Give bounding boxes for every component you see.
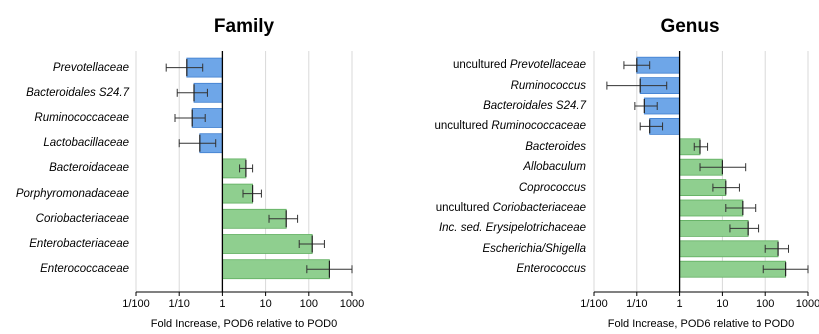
category-name: Coriobacteriaceae <box>35 212 129 225</box>
category-name: Coprococcus <box>518 181 586 194</box>
category-name: Bacteroidaceae <box>49 162 129 175</box>
category-label: Ruminococcus <box>386 79 586 93</box>
category-label: Coriobacteriaceae <box>0 212 129 226</box>
x-tick-label: 1/10 <box>168 298 190 310</box>
category-label: Bacteroidaceae <box>0 161 129 175</box>
x-axis-label: Fold Increase, POD6 relative to POD0 <box>607 318 795 330</box>
category-name: Bacteroidales S24.7 <box>483 100 586 112</box>
category-label: Escherichia/Shigella <box>386 242 586 256</box>
x-tick-label: 10 <box>716 298 729 310</box>
category-prefix: uncultured <box>453 59 510 72</box>
category-label: Enterococcus <box>386 262 586 276</box>
category-label: Inc. sed. Erysipelotrichaceae <box>386 221 586 235</box>
category-label: Lactobacillaceae <box>0 136 129 150</box>
x-tick-label: 100 <box>299 298 318 310</box>
category-name: Prevotellaceae <box>52 61 129 74</box>
category-prefix: uncultured <box>435 202 493 214</box>
category-name: Ruminococcaceae <box>491 120 586 133</box>
category-prefix: uncultured <box>434 120 492 133</box>
category-label: Enterobacteriaceae <box>0 237 129 251</box>
chart-title: Family <box>213 16 275 37</box>
x-axis-label: Fold Increase, POD6 relative to POD0 <box>150 318 338 330</box>
x-tick-label: 1 <box>219 298 226 310</box>
category-name: Porphyromonadaceae <box>15 187 129 200</box>
x-tick-label: 1/100 <box>122 298 150 310</box>
category-label: Prevotellaceae <box>0 61 129 75</box>
category-label: uncultured Ruminococcaceae <box>386 119 586 133</box>
category-name: Lactobacillaceae <box>43 137 129 150</box>
category-name: Enterobacteriaceae <box>29 238 129 250</box>
category-name: Bacteroidales S24.7 <box>26 86 129 99</box>
x-tick-label: 100 <box>756 298 775 310</box>
category-name: Bacteroides <box>525 140 586 153</box>
x-tick-label: 1 <box>676 298 683 310</box>
category-name: Ruminococcaceae <box>34 112 129 124</box>
category-label: Enterococcaceae <box>0 262 129 276</box>
category-label: Bacteroidales S24.7 <box>0 86 129 100</box>
x-tick-label: 1000 <box>339 298 365 310</box>
category-label: Bacteroides <box>386 140 586 154</box>
category-name: Coriobacteriaceae <box>492 202 586 214</box>
category-label: Allobaculum <box>386 160 586 174</box>
category-label: uncultured Prevotellaceae <box>386 58 586 72</box>
x-tick-label: 10 <box>259 298 272 310</box>
bar <box>679 240 779 258</box>
category-label: Ruminococcaceae <box>0 111 129 125</box>
category-name: Prevotellaceae <box>509 59 586 72</box>
category-name: Inc. sed. Erysipelotrichaceae <box>438 222 586 235</box>
x-tick-label: 1000 <box>795 298 819 310</box>
category-label: uncultured Coriobacteriaceae <box>386 201 586 215</box>
category-label: Coprococcus <box>386 181 586 195</box>
x-tick-label: 1/100 <box>580 298 608 310</box>
category-name: Escherichia/Shigella <box>482 242 586 255</box>
chart-title: Genus <box>660 16 720 37</box>
category-name: Enterococcus <box>516 263 586 276</box>
category-name: Enterococcaceae <box>40 263 129 276</box>
category-name: Ruminococcus <box>510 79 586 92</box>
x-tick-label: 1/10 <box>626 298 648 310</box>
category-label: Bacteroidales S24.7 <box>386 99 586 113</box>
category-label: Porphyromonadaceae <box>0 187 129 201</box>
category-name: Allobaculum <box>523 161 586 174</box>
